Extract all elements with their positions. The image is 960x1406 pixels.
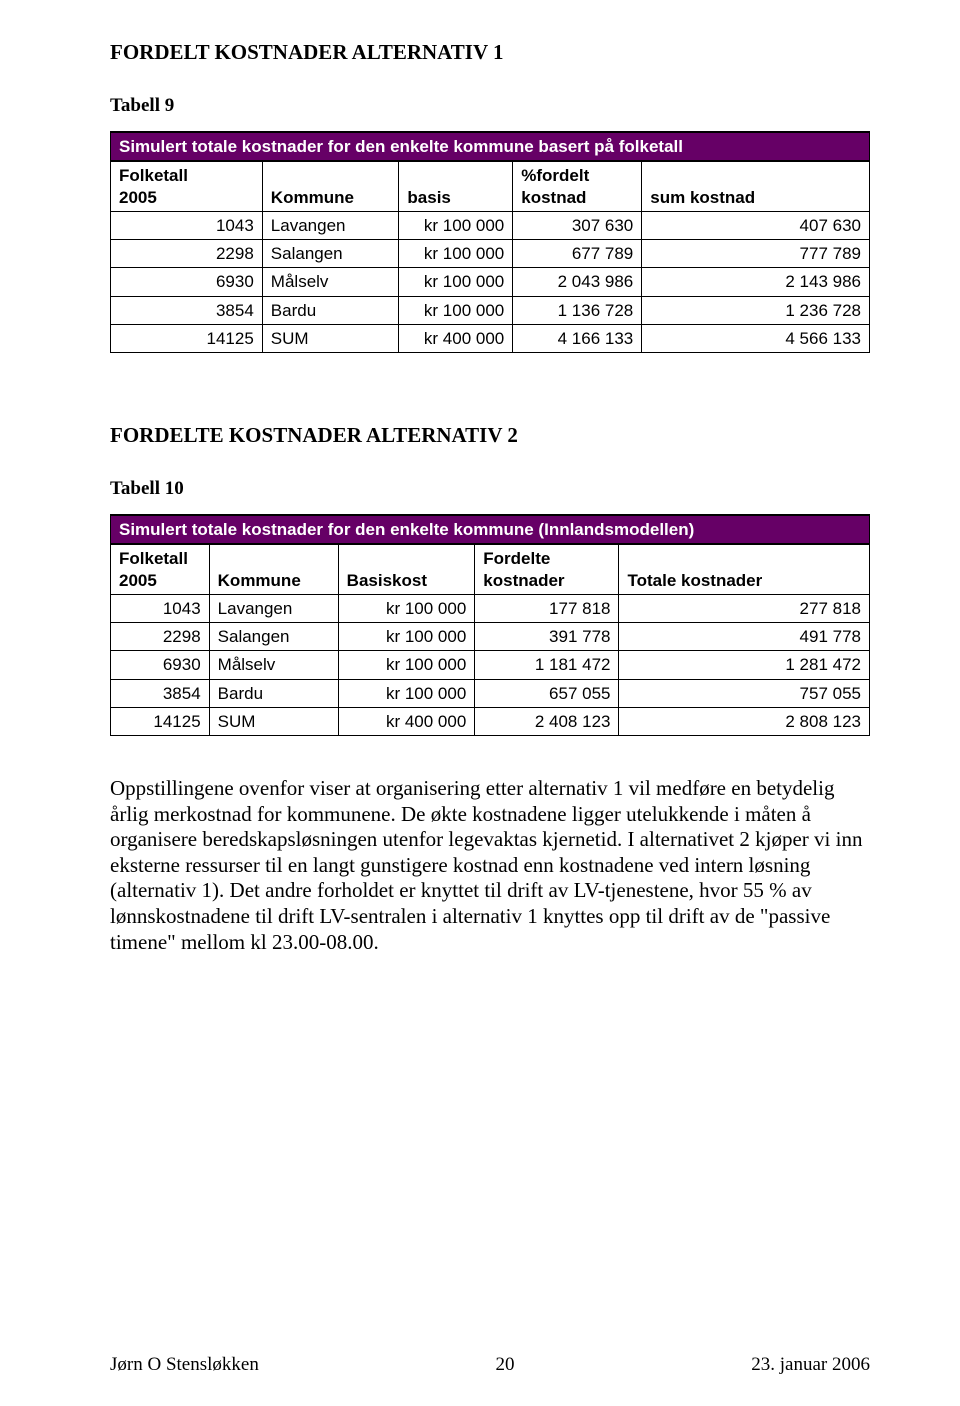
table-cell: 3854 — [111, 679, 210, 707]
table-cell: 1043 — [111, 594, 210, 622]
table-row: 2298Salangenkr 100 000677 789777 789 — [111, 240, 870, 268]
table-cell: kr 100 000 — [399, 211, 513, 239]
table-cell: kr 100 000 — [338, 651, 475, 679]
table-cell: 2 408 123 — [475, 707, 619, 735]
table1-title-row: Simulert totale kostnader for den enkelt… — [111, 132, 870, 161]
table-cell: kr 100 000 — [399, 240, 513, 268]
table-cell: 1 136 728 — [513, 296, 642, 324]
page-footer: Jørn O Stensløkken 20 23. januar 2006 — [110, 1354, 870, 1376]
table-cell: 1 236 728 — [642, 296, 870, 324]
table-cell: 14125 — [111, 324, 263, 352]
table-cell: 777 789 — [642, 240, 870, 268]
table-cell: kr 100 000 — [338, 623, 475, 651]
table-cell: 491 778 — [619, 623, 870, 651]
section1-heading: FORDELT KOSTNADER ALTERNATIV 1 — [110, 40, 870, 65]
column-header: Basiskost — [338, 544, 475, 594]
table2-title: Simulert totale kostnader for den enkelt… — [111, 515, 870, 544]
table-cell: Salangen — [262, 240, 399, 268]
column-header: Totale kostnader — [619, 544, 870, 594]
table-cell: 2 808 123 — [619, 707, 870, 735]
table-cell: kr 100 000 — [399, 296, 513, 324]
table-cell: 2 143 986 — [642, 268, 870, 296]
footer-author: Jørn O Stensløkken — [110, 1354, 259, 1376]
table-alt2: Simulert totale kostnader for den enkelt… — [110, 514, 870, 736]
column-header: Folketall2005 — [111, 544, 210, 594]
table-cell: Målselv — [209, 651, 338, 679]
table-row: 2298Salangenkr 100 000391 778491 778 — [111, 623, 870, 651]
table-cell: Salangen — [209, 623, 338, 651]
column-header: Fordeltekostnader — [475, 544, 619, 594]
table-row: 14125SUMkr 400 0002 408 1232 808 123 — [111, 707, 870, 735]
section2-heading: FORDELTE KOSTNADER ALTERNATIV 2 — [110, 423, 870, 448]
table-row: 3854Bardukr 100 000657 055757 055 — [111, 679, 870, 707]
table2-title-row: Simulert totale kostnader for den enkelt… — [111, 515, 870, 544]
table-row: 1043Lavangenkr 100 000177 818277 818 — [111, 594, 870, 622]
table1-title: Simulert totale kostnader for den enkelt… — [111, 132, 870, 161]
table-cell: kr 100 000 — [399, 268, 513, 296]
table-cell: Lavangen — [209, 594, 338, 622]
table-cell: 14125 — [111, 707, 210, 735]
table-cell: 757 055 — [619, 679, 870, 707]
tabell10-label: Tabell 10 — [110, 478, 870, 500]
table-alt1: Simulert totale kostnader for den enkelt… — [110, 131, 870, 353]
table1-header-row: Folketall2005Kommunebasis%fordeltkostnad… — [111, 161, 870, 211]
table-cell: 307 630 — [513, 211, 642, 239]
table-cell: 2298 — [111, 240, 263, 268]
table-cell: kr 400 000 — [338, 707, 475, 735]
column-header: basis — [399, 161, 513, 211]
table-row: 6930Målselvkr 100 0002 043 9862 143 986 — [111, 268, 870, 296]
table-cell: kr 400 000 — [399, 324, 513, 352]
table-cell: 2 043 986 — [513, 268, 642, 296]
footer-page-number: 20 — [496, 1354, 515, 1376]
table-cell: 6930 — [111, 268, 263, 296]
table2-header-row: Folketall2005KommuneBasiskostFordeltekos… — [111, 544, 870, 594]
table-cell: 2298 — [111, 623, 210, 651]
table-cell: 277 818 — [619, 594, 870, 622]
table-cell: 1043 — [111, 211, 263, 239]
table-cell: kr 100 000 — [338, 594, 475, 622]
table-cell: Bardu — [262, 296, 399, 324]
table-cell: 1 281 472 — [619, 651, 870, 679]
table-cell: 3854 — [111, 296, 263, 324]
table-cell: 657 055 — [475, 679, 619, 707]
column-header: Kommune — [262, 161, 399, 211]
table-row: 6930Målselvkr 100 0001 181 4721 281 472 — [111, 651, 870, 679]
table-cell: 4 566 133 — [642, 324, 870, 352]
table-cell: 4 166 133 — [513, 324, 642, 352]
table-cell: 407 630 — [642, 211, 870, 239]
table-cell: SUM — [262, 324, 399, 352]
table-cell: Lavangen — [262, 211, 399, 239]
table-cell: 177 818 — [475, 594, 619, 622]
footer-date: 23. januar 2006 — [751, 1354, 870, 1376]
table-row: 3854Bardukr 100 0001 136 7281 236 728 — [111, 296, 870, 324]
column-header: sum kostnad — [642, 161, 870, 211]
table-cell: 1 181 472 — [475, 651, 619, 679]
tabell9-label: Tabell 9 — [110, 95, 870, 117]
table-cell: 6930 — [111, 651, 210, 679]
table-row: 1043Lavangenkr 100 000307 630407 630 — [111, 211, 870, 239]
table-cell: 391 778 — [475, 623, 619, 651]
table-cell: Målselv — [262, 268, 399, 296]
column-header: Kommune — [209, 544, 338, 594]
table-cell: SUM — [209, 707, 338, 735]
table-cell: Bardu — [209, 679, 338, 707]
table-row: 14125SUMkr 400 0004 166 1334 566 133 — [111, 324, 870, 352]
column-header: Folketall2005 — [111, 161, 263, 211]
column-header: %fordeltkostnad — [513, 161, 642, 211]
body-paragraph: Oppstillingene ovenfor viser at organise… — [110, 776, 870, 955]
table-cell: kr 100 000 — [338, 679, 475, 707]
table-cell: 677 789 — [513, 240, 642, 268]
